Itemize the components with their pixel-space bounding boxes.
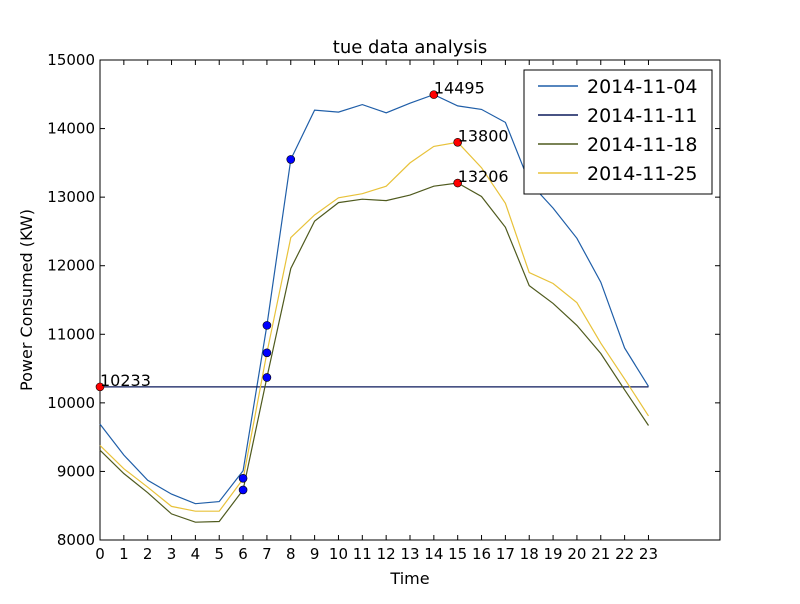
red-marker — [95, 382, 105, 392]
blue-marker — [286, 155, 296, 164]
blue-marker — [262, 373, 272, 382]
series-line-2014-11-25 — [99, 141, 650, 512]
legend-label: 2014-11-11 — [587, 105, 697, 127]
y-tick-label: 9000 — [57, 462, 95, 480]
x-tick-label: 23 — [639, 545, 658, 563]
x-tick-label: 20 — [567, 545, 586, 563]
x-tick-label: 10 — [329, 545, 348, 563]
x-tick-label: 21 — [591, 545, 610, 563]
x-axis-label: Time — [389, 569, 429, 588]
legend-label: 2014-11-18 — [587, 134, 697, 156]
marker-annotation: 13800 — [458, 126, 509, 145]
blue-marker — [262, 321, 272, 330]
x-tick-label: 18 — [520, 545, 539, 563]
y-tick-label: 12000 — [47, 257, 95, 275]
red-marker — [429, 90, 439, 99]
x-tick-label: 14 — [424, 545, 443, 563]
red-marker — [453, 137, 462, 147]
x-tick-label: 17 — [496, 545, 515, 563]
y-tick-label: 15000 — [47, 51, 95, 69]
x-tick-label: 11 — [353, 545, 372, 563]
series-line-2014-11-18 — [99, 182, 649, 523]
blue-marker — [262, 348, 272, 358]
x-tick-label: 22 — [615, 545, 634, 563]
x-tick-label: 16 — [472, 545, 491, 563]
x-tick-label: 12 — [377, 545, 396, 563]
marker-annotation: 10233 — [100, 371, 151, 390]
y-tick-label: 8000 — [57, 531, 95, 549]
y-tick-label: 11000 — [47, 325, 95, 343]
x-tick-label: 19 — [544, 545, 563, 563]
x-tick-label: 6 — [238, 545, 248, 563]
y-tick-label: 14000 — [47, 120, 95, 138]
x-tick-label: 0 — [95, 545, 105, 563]
red-marker — [453, 178, 462, 188]
x-tick-label: 13 — [400, 545, 419, 563]
blue-marker — [238, 473, 248, 483]
marker-annotation: 14495 — [434, 79, 485, 98]
series-line-2014-11-04 — [99, 93, 650, 505]
x-tick-label: 1 — [119, 545, 129, 563]
x-tick-label: 3 — [167, 545, 177, 563]
legend-label: 2014-11-04 — [587, 76, 697, 98]
legend-label: 2014-11-25 — [587, 163, 697, 185]
plot-area: 0 1 2 3 4 5 6 7 8 9 10 11 12 13 14 15 16 17 18 19 20 21 22 2380… — [47, 51, 721, 563]
y-tick-label: 13000 — [47, 188, 95, 206]
x-tick-label: 15 — [448, 545, 467, 563]
x-tick-label: 9 — [310, 545, 320, 563]
legend: 2014-11-04 2014-11-11 2014-11-18 2014-11-25 — [523, 69, 713, 195]
chart-title: tue data analysis — [333, 37, 487, 58]
x-tick-label: 7 — [262, 545, 272, 563]
x-tick-label: 5 — [214, 545, 224, 563]
x-tick-label: 8 — [286, 545, 296, 563]
y-tick-label: 10000 — [47, 394, 95, 412]
y-axis-label: Power Consumed (KW) — [17, 209, 36, 391]
blue-marker — [238, 485, 248, 495]
x-tick-label: 2 — [143, 545, 153, 563]
marker-annotation: 13206 — [458, 167, 509, 186]
x-tick-label: 4 — [191, 545, 201, 563]
